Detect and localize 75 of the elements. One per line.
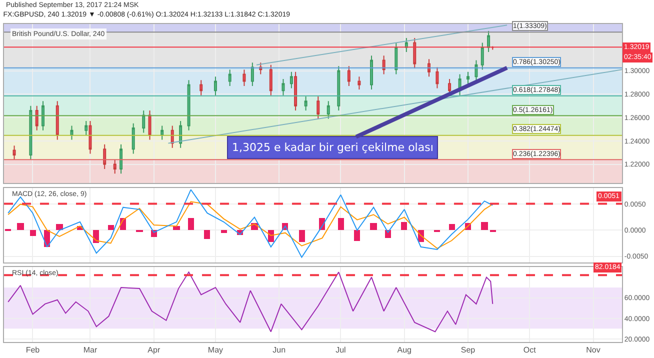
candlestick: [132, 122, 135, 154]
candlestick: [466, 71, 470, 84]
candlestick: [242, 69, 246, 86]
bar: [449, 224, 455, 230]
bar: [221, 230, 227, 234]
candlestick: [436, 66, 439, 89]
candlestick: [487, 30, 490, 53]
candlestick: [103, 144, 106, 170]
candlestick: [228, 69, 232, 86]
candlestick: [480, 42, 484, 70]
bar: [299, 230, 305, 242]
candlestick: [394, 42, 398, 75]
bar: [30, 230, 36, 236]
candlestick: [347, 66, 350, 86]
x-tick-label: Aug: [397, 346, 412, 355]
line-series: [8, 201, 494, 249]
candlestick: [294, 71, 298, 112]
bar: [204, 230, 210, 240]
candlestick: [148, 110, 152, 140]
candlestick: [370, 55, 374, 90]
candlestick: [269, 64, 272, 96]
candlestick: [88, 120, 92, 154]
candlestick: [84, 120, 88, 136]
candlestick: [42, 100, 45, 131]
bar: [56, 224, 63, 230]
bar: [354, 230, 360, 242]
candlestick: [382, 55, 386, 75]
bar: [268, 230, 274, 242]
candlestick: [491, 46, 494, 50]
candlestick: [200, 80, 203, 96]
x-tick-label: Jun: [272, 346, 286, 355]
bar: [188, 218, 194, 230]
bar: [401, 222, 407, 230]
candlestick: [413, 38, 416, 69]
bar: [17, 223, 24, 230]
x-tick-label: Mar: [83, 346, 98, 355]
candlestick: [120, 144, 123, 174]
candlestick: [326, 100, 330, 120]
candlestick: [428, 58, 431, 78]
candlestick: [337, 66, 340, 112]
x-tick-label: Oct: [523, 346, 537, 355]
line-series: [8, 189, 494, 258]
candlestick: [474, 60, 478, 82]
bar: [108, 225, 114, 230]
bar: [173, 226, 180, 230]
annotation: 1,3025 e kadar bir geri çekilme olası: [232, 141, 434, 154]
x-tick-label: Nov: [586, 346, 600, 355]
candlestick: [113, 159, 116, 174]
candlestick: [35, 105, 38, 131]
x-tick-label: Feb: [26, 346, 40, 355]
candlestick: [250, 62, 254, 86]
candlestick: [214, 76, 217, 96]
bar: [481, 222, 488, 230]
x-tick-label: Apr: [148, 346, 160, 355]
candlestick: [404, 38, 408, 53]
bar: [370, 223, 377, 230]
bar: [338, 218, 344, 230]
candlestick: [290, 71, 293, 89]
x-tick-label: May: [208, 346, 224, 355]
candlestick: [142, 110, 146, 134]
candlestick: [12, 145, 16, 160]
candlestick: [282, 78, 285, 96]
candlestick: [179, 120, 182, 148]
candlestick: [358, 76, 361, 90]
x-tick-label: Sep: [460, 346, 476, 355]
x-tick-label: Jul: [336, 346, 346, 355]
candlestick: [187, 80, 190, 131]
bar: [93, 230, 99, 244]
candlestick: [304, 96, 308, 112]
line-series: [8, 272, 494, 332]
candlestick: [316, 96, 320, 120]
candlestick: [160, 125, 164, 140]
candlestick: [70, 125, 74, 140]
candlestick: [56, 100, 59, 140]
candlestick: [29, 105, 32, 160]
